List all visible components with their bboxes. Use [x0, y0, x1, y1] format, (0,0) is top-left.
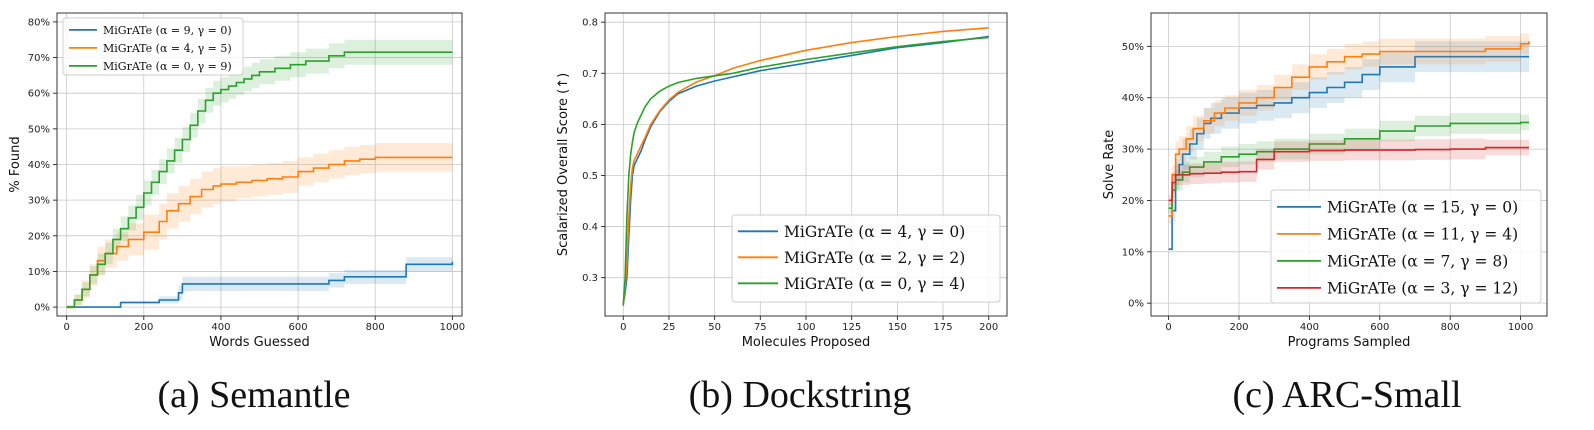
y-tick-label: 40% [28, 160, 50, 171]
y-tick-label: 20% [1122, 196, 1144, 207]
y-tick-label: 10% [1122, 247, 1144, 258]
y-tick-label: 30% [1122, 145, 1144, 156]
axes-frame [1150, 12, 1548, 317]
x-tick-label: 400 [1300, 322, 1319, 333]
legend-label: MiGrATe (α = 4, γ = 5) [103, 42, 232, 55]
x-tick-label: 25 [663, 322, 676, 333]
y-tick-label: 0.5 [582, 171, 598, 182]
legend-label: MiGrATe (α = 9, γ = 0) [103, 24, 232, 37]
x-tick-label: 600 [289, 322, 308, 333]
x-tick-label: 150 [888, 322, 907, 333]
x-tick-label: 75 [754, 322, 767, 333]
y-tick-label: 0% [1128, 299, 1144, 310]
legend-box [731, 214, 1001, 303]
chart-panel-1: 0 25 50 75 100 125 150 175 200 0.3 0.4 0.5 0.6 0.7 0.8… [556, 12, 1008, 350]
series-line-1 [66, 156, 453, 308]
x-tick-label: 50 [708, 322, 721, 333]
series-band-3 [1168, 138, 1529, 206]
x-tick-label: 800 [366, 322, 385, 333]
x-tick-label: 800 [1441, 322, 1460, 333]
x-tick-label: 100 [796, 322, 815, 333]
x-tick-label: 0 [63, 322, 69, 333]
plot-area [622, 27, 989, 306]
legend: MiGrATe (α = 4, γ = 0) MiGrATe (α = 2, γ … [731, 214, 1001, 303]
x-tick-label: 400 [211, 322, 230, 333]
legend-label: MiGrATe (α = 3, γ = 12) [1327, 279, 1518, 297]
legend-label: MiGrATe (α = 0, γ = 4) [784, 275, 965, 293]
y-tick-label: 70% [28, 53, 50, 64]
series-line-2 [622, 36, 989, 306]
legend-label: MiGrATe (α = 4, γ = 0) [784, 223, 965, 241]
x-tick-label: 200 [979, 322, 998, 333]
y-tick-label: 0.6 [582, 120, 598, 131]
plot-area [66, 39, 454, 309]
series-line-1 [622, 27, 989, 304]
y-tick-label: 50% [28, 124, 50, 135]
legend-label: MiGrATe (α = 0, γ = 9) [103, 60, 232, 73]
series-line-0 [66, 261, 454, 308]
x-tick-label: 0 [620, 322, 626, 333]
series-band-0 [66, 254, 453, 308]
series-line-2 [66, 51, 453, 308]
x-tick-label: 200 [134, 322, 153, 333]
legend: MiGrATe (α = 9, γ = 0) MiGrATe (α = 4, γ … [62, 17, 244, 76]
legend: MiGrATe (α = 15, γ = 0) MiGrATe (α = 11, … [1270, 189, 1542, 304]
plot-area [1168, 31, 1530, 250]
chart-panel-2: 0 200 400 600 800 1000 0% 10% 20% 30% 40% 50% Progra… [1102, 12, 1548, 350]
legend-label: MiGrATe (α = 7, γ = 8) [1327, 252, 1508, 270]
y-axis-label: % Found [8, 136, 23, 192]
series-line-3 [1168, 146, 1529, 202]
y-tick-label: 0.7 [582, 69, 598, 80]
y-tick-label: 50% [1122, 42, 1144, 53]
legend-box [62, 17, 244, 76]
caption-arc-small: (c) ARC-Small [1232, 374, 1462, 416]
legend-label: MiGrATe (α = 2, γ = 2) [784, 249, 965, 267]
series-line-0 [1168, 55, 1529, 250]
series-line-2 [1168, 121, 1529, 209]
x-tick-label: 1000 [1508, 322, 1533, 333]
y-tick-label: 20% [28, 231, 50, 242]
y-tick-label: 30% [28, 196, 50, 207]
legend-label: MiGrATe (α = 15, γ = 0) [1327, 198, 1518, 216]
chart-panel-0: 0 200 400 600 800 1000 0% 10% 20% 30% 40% 50% 60% 70%… [8, 12, 465, 350]
caption-dockstring: (b) Dockstring [688, 374, 912, 416]
x-tick-label: 600 [1370, 322, 1389, 333]
x-tick-label: 125 [842, 322, 861, 333]
series-band-1 [1168, 31, 1529, 224]
x-tick-label: 200 [1229, 322, 1248, 333]
y-tick-label: 0.3 [582, 273, 598, 284]
y-tick-label: 0.8 [582, 18, 598, 29]
legend-label: MiGrATe (α = 11, γ = 4) [1327, 225, 1518, 243]
y-tick-label: 80% [28, 17, 50, 28]
x-axis-label: Molecules Proposed [742, 335, 871, 350]
y-tick-label: 40% [1122, 93, 1144, 104]
series-line-1 [1168, 41, 1530, 217]
x-axis-label: Words Guessed [209, 335, 309, 350]
y-tick-label: 10% [28, 267, 50, 278]
series-band-1 [66, 143, 453, 309]
y-tick-label: 60% [28, 89, 50, 100]
y-tick-label: 0.4 [582, 222, 598, 233]
x-tick-label: 175 [933, 322, 952, 333]
caption-semantle: (a) Semantle [157, 374, 351, 416]
x-tick-label: 0 [1165, 322, 1171, 333]
y-tick-label: 0% [34, 303, 50, 314]
y-axis-label: Scalarized Overall Score (↑) [556, 73, 571, 256]
series-band-0 [1168, 41, 1529, 250]
legend-box [1270, 189, 1542, 304]
x-axis-label: Programs Sampled [1288, 335, 1411, 350]
y-axis-label: Solve Rate [1102, 130, 1117, 199]
x-tick-label: 1000 [440, 322, 465, 333]
